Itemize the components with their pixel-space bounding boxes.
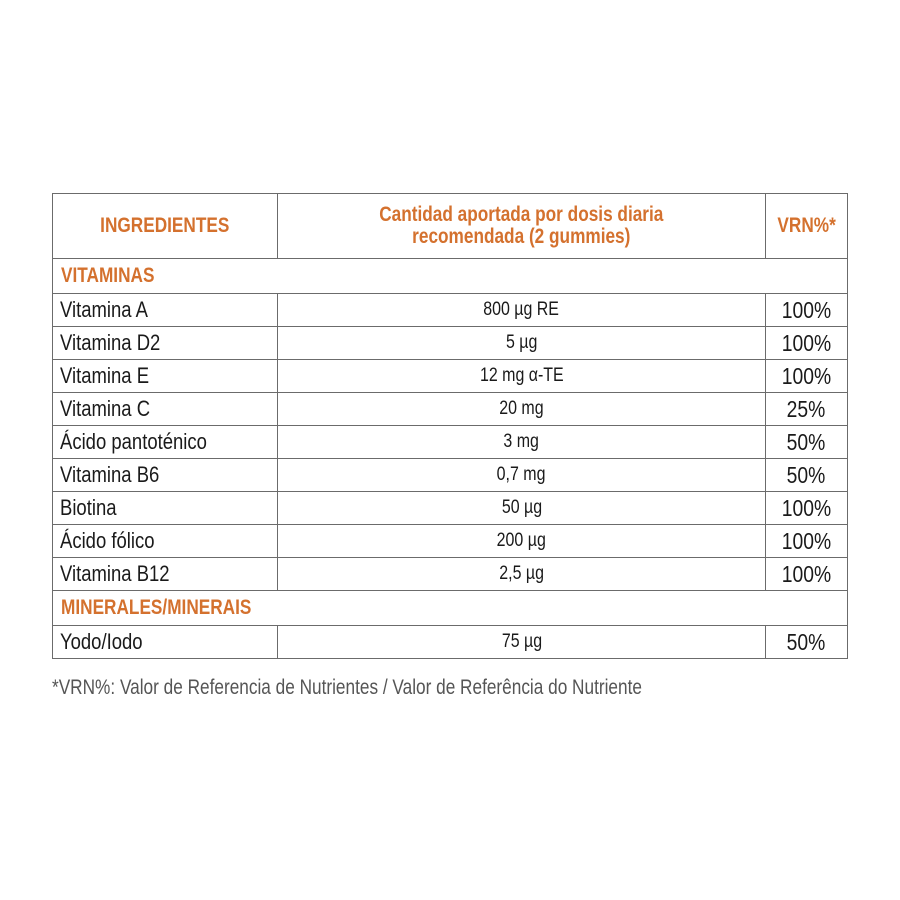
table-row: Biotina 50 µg 100% <box>52 491 848 525</box>
ingredient-vrn: 100% <box>765 557 848 591</box>
ingredient-vrn: 100% <box>765 491 848 525</box>
table-row: Yodo/Iodo 75 µg 50% <box>52 625 848 659</box>
table-row: Vitamina A 800 µg RE 100% <box>52 293 848 327</box>
table-row: Vitamina B6 0,7 mg 50% <box>52 458 848 492</box>
ingredient-amount: 75 µg <box>277 625 766 659</box>
section-row-minerales: MINERALES/MINERAIS <box>52 590 848 626</box>
ingredient-name: Yodo/Iodo <box>52 625 278 659</box>
table-header-row: INGREDIENTES Cantidad aportada por dosis… <box>52 193 848 259</box>
ingredient-name: Vitamina B6 <box>52 458 278 492</box>
ingredient-amount: 5 µg <box>277 326 766 360</box>
ingredient-amount: 2,5 µg <box>277 557 766 591</box>
ingredient-name: Biotina <box>52 491 278 525</box>
nutrition-table-container: INGREDIENTES Cantidad aportada por dosis… <box>52 193 848 659</box>
section-title: VITAMINAS <box>52 258 848 294</box>
ingredient-amount: 0,7 mg <box>277 458 766 492</box>
table-row: Vitamina B12 2,5 µg 100% <box>52 557 848 591</box>
table-row: Ácido fólico 200 µg 100% <box>52 524 848 558</box>
header-vrn: VRN%* <box>765 193 848 259</box>
ingredient-vrn: 50% <box>765 425 848 459</box>
ingredient-name: Ácido fólico <box>52 524 278 558</box>
ingredient-vrn: 25% <box>765 392 848 426</box>
header-amount: Cantidad aportada por dosis diaria recom… <box>277 193 766 259</box>
ingredient-name: Vitamina D2 <box>52 326 278 360</box>
table-row: Ácido pantoténico 3 mg 50% <box>52 425 848 459</box>
header-amount-line2: recomendada (2 gummies) <box>412 224 631 248</box>
ingredient-name: Vitamina A <box>52 293 278 327</box>
ingredient-vrn: 50% <box>765 458 848 492</box>
ingredient-name: Vitamina B12 <box>52 557 278 591</box>
footnote: *VRN%: Valor de Referencia de Nutrientes… <box>52 676 642 699</box>
header-ingredients: INGREDIENTES <box>52 193 278 259</box>
ingredient-amount: 20 mg <box>277 392 766 426</box>
ingredient-vrn: 50% <box>765 625 848 659</box>
section-row-vitaminas: VITAMINAS <box>52 258 848 294</box>
ingredient-name: Vitamina E <box>52 359 278 393</box>
table-row: Vitamina E 12 mg α-TE 100% <box>52 359 848 393</box>
ingredient-amount: 50 µg <box>277 491 766 525</box>
ingredient-amount: 800 µg RE <box>277 293 766 327</box>
ingredient-name: Vitamina C <box>52 392 278 426</box>
ingredient-amount: 3 mg <box>277 425 766 459</box>
ingredient-amount: 12 mg α-TE <box>277 359 766 393</box>
ingredient-vrn: 100% <box>765 359 848 393</box>
nutrition-table: INGREDIENTES Cantidad aportada por dosis… <box>52 193 848 659</box>
section-title: MINERALES/MINERAIS <box>52 590 848 626</box>
header-amount-line1: Cantidad aportada por dosis diaria <box>379 202 664 226</box>
ingredient-amount: 200 µg <box>277 524 766 558</box>
ingredient-vrn: 100% <box>765 326 848 360</box>
ingredient-vrn: 100% <box>765 524 848 558</box>
ingredient-vrn: 100% <box>765 293 848 327</box>
table-row: Vitamina C 20 mg 25% <box>52 392 848 426</box>
ingredient-name: Ácido pantoténico <box>52 425 278 459</box>
table-row: Vitamina D2 5 µg 100% <box>52 326 848 360</box>
